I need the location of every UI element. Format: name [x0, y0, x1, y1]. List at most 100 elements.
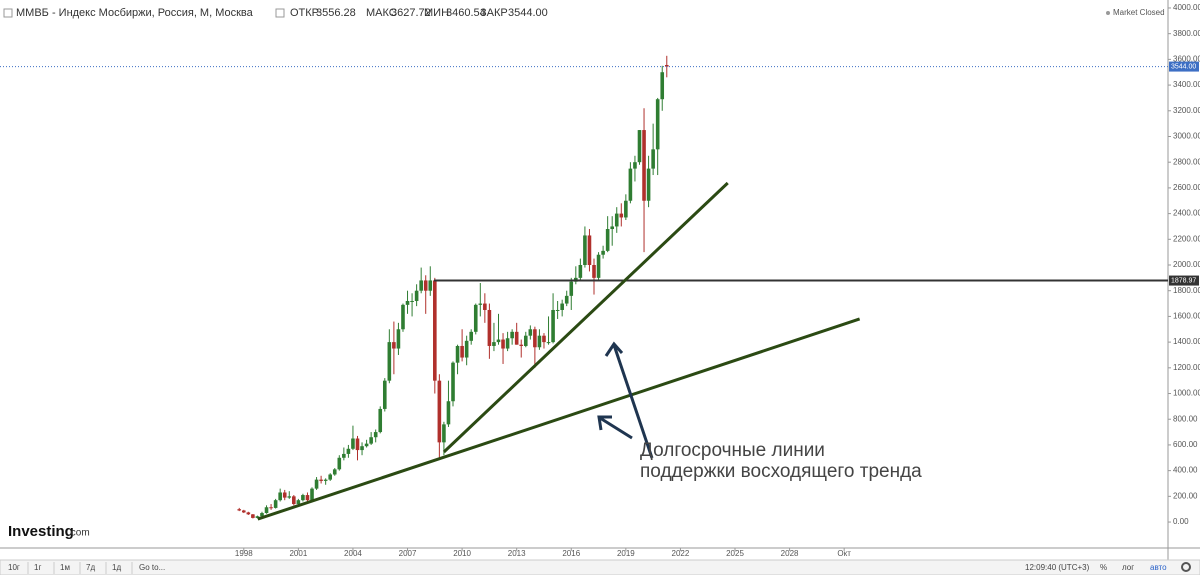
y-tick-label: 4000.00 [1173, 3, 1200, 12]
candle-body [237, 509, 242, 511]
candle-body [560, 303, 564, 310]
y-tick-label: 0.00 [1173, 517, 1189, 526]
candle-body [528, 329, 533, 336]
last-price-box [1169, 61, 1199, 72]
trend-line [257, 317, 861, 521]
range-button[interactable]: 1д [112, 563, 121, 572]
settings-icon[interactable] [275, 8, 285, 18]
logo-suffix: .com [68, 528, 90, 539]
candle-body [501, 339, 505, 349]
y-tick-label: 2000.00 [1173, 260, 1200, 269]
logo-brand: Investing [8, 523, 74, 540]
candle-body [273, 500, 278, 508]
candle-body [551, 309, 555, 343]
x-tick-label: Окт [837, 549, 851, 558]
candle-body [460, 345, 464, 358]
candle-body [655, 99, 660, 150]
trend-line [442, 181, 729, 454]
candle-body [455, 345, 460, 363]
candle-body [296, 500, 301, 505]
range-button[interactable]: 1м [60, 563, 70, 572]
range-button[interactable]: 1г [34, 563, 41, 572]
candle-body [514, 331, 519, 345]
last-price-label: 3544.00 [1171, 63, 1196, 70]
y-tick-label: 800.00 [1173, 414, 1198, 423]
log-button[interactable]: лог [1122, 563, 1134, 572]
y-tick-label: 3200.00 [1173, 106, 1200, 115]
clock: 12:09:40 (UTC+3) [1025, 563, 1090, 572]
candle-body [605, 229, 610, 251]
x-tick-label: 2001 [289, 549, 307, 558]
y-tick-label: 1800.00 [1173, 286, 1200, 295]
y-tick-label: 3800.00 [1173, 29, 1200, 38]
y-tick-label: 2400.00 [1173, 209, 1200, 218]
y-tick-label: 1600.00 [1173, 312, 1200, 321]
candle-body [405, 300, 410, 305]
range-button[interactable]: 7д [86, 563, 95, 572]
close-value: 3544.00 [508, 7, 548, 19]
candle-body [396, 329, 401, 349]
candle-body [369, 437, 373, 444]
y-tick-label: 200.00 [1173, 491, 1198, 500]
range-button[interactable]: 10г [8, 563, 20, 572]
x-tick-label: 2010 [453, 549, 471, 558]
candle-body [392, 342, 396, 349]
candle-body [433, 280, 437, 381]
candle-body [633, 162, 637, 169]
candle-body [246, 512, 251, 515]
y-tick-label: 2600.00 [1173, 183, 1200, 192]
candle-body [282, 492, 287, 498]
candle-body [464, 340, 469, 358]
x-tick-label: 2004 [344, 549, 362, 558]
candle-body [587, 235, 592, 266]
candle-body [346, 448, 351, 454]
candle-body [251, 514, 255, 518]
candle-body [523, 335, 528, 346]
candle-body [483, 303, 487, 310]
status-dot [1106, 11, 1110, 15]
candle-body [364, 443, 369, 447]
candle-body [255, 516, 260, 518]
open-label: ОТКР [290, 7, 319, 19]
x-tick-label: 2013 [508, 549, 526, 558]
y-tick-label: 3400.00 [1173, 80, 1200, 89]
percent-button[interactable]: % [1100, 563, 1107, 572]
y-tick-label: 2200.00 [1173, 234, 1200, 243]
candle-body [533, 329, 537, 348]
auto-button[interactable]: авто [1150, 563, 1167, 572]
candle-body [510, 331, 514, 339]
arrow [597, 415, 633, 440]
settings-gear[interactable] [1181, 562, 1191, 572]
candle-body [628, 168, 633, 201]
candle-body [319, 479, 323, 481]
x-tick-label: 2007 [399, 549, 417, 558]
level-label: 1878.97 [1171, 277, 1196, 284]
goto-button[interactable]: Go to... [139, 563, 165, 572]
candle-body [414, 290, 419, 301]
high-label: МАКС [366, 7, 397, 19]
y-tick-label: 600.00 [1173, 440, 1198, 449]
candle-body [378, 408, 383, 433]
candle-body [451, 362, 455, 402]
y-tick-label: 1400.00 [1173, 337, 1200, 346]
candle-body [578, 265, 583, 278]
arrow [604, 341, 654, 459]
candle-body [469, 331, 474, 341]
candle-body [278, 492, 282, 501]
y-tick-label: 3000.00 [1173, 132, 1200, 141]
market-status: Market Closed [1113, 8, 1165, 17]
candle-body [428, 280, 433, 291]
candle-body [564, 295, 569, 304]
candle-body [342, 453, 346, 458]
candle-body [260, 513, 264, 517]
candle-body [442, 424, 446, 443]
candle-body [478, 303, 483, 305]
candle-body [323, 479, 328, 481]
candle-body [592, 265, 596, 278]
candle-body [264, 507, 269, 514]
collapse-icon[interactable] [3, 8, 13, 18]
candle-body [505, 338, 510, 349]
candle-body [651, 149, 655, 169]
instrument-title: ММВБ - Индекс Мосбиржи, Россия, М, Москв… [16, 7, 254, 19]
